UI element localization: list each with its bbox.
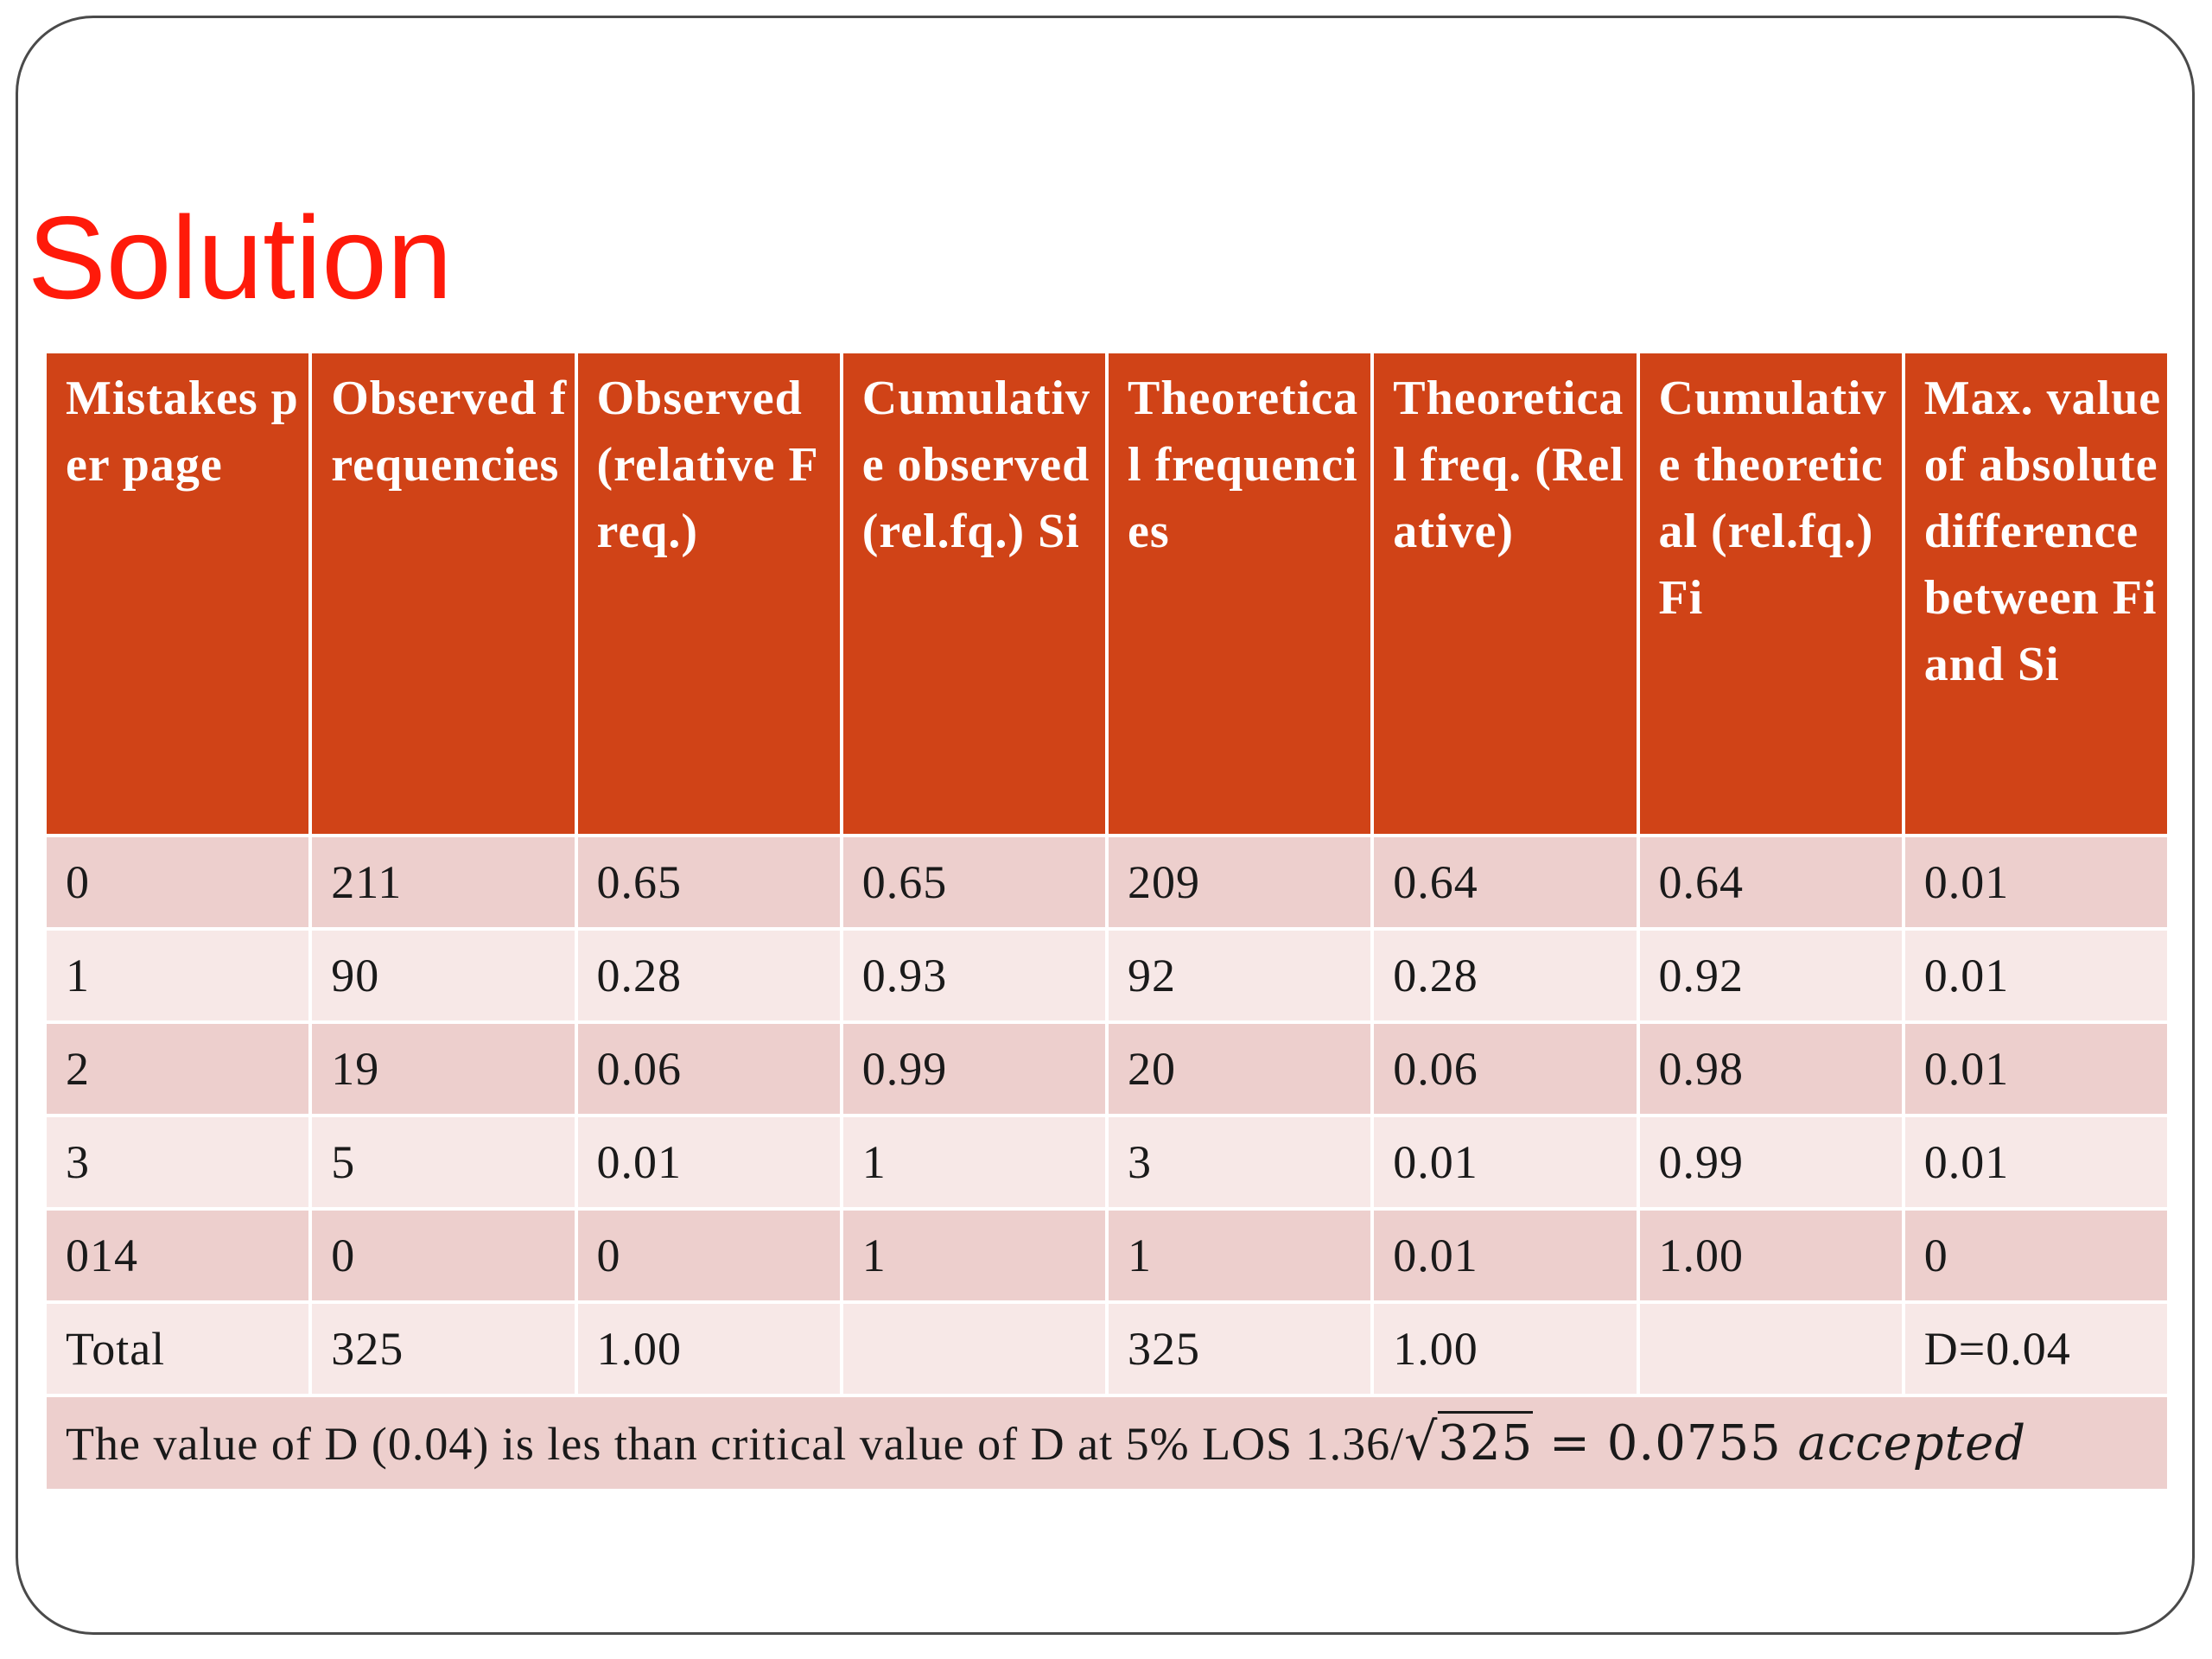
table-cell: 5: [308, 1114, 578, 1211]
radicand: 325: [1438, 1411, 1534, 1471]
table-cell: 0.06: [574, 1020, 843, 1117]
header-row: Mistakes per page Observed frequencies O…: [42, 350, 2171, 837]
solution-table: Mistakes per page Observed frequencies O…: [42, 350, 2171, 1492]
table-row-total: Total 325 1.00 325 1.00 D=0.04: [42, 1300, 2171, 1397]
table-row: 0 211 0.65 0.65 209 0.64 0.64 0.01: [42, 834, 2171, 931]
table-cell: 0.01: [1901, 1020, 2171, 1117]
header-cumulative-theoretical: Cumulative theoretical (rel.fq.) Fi: [1636, 350, 1905, 837]
table-cell: 0.01: [1901, 1114, 2171, 1211]
table-cell: 0: [42, 834, 313, 931]
table-cell: Total: [42, 1300, 313, 1397]
table-cell: 3: [1104, 1114, 1375, 1211]
table-cell: 0.64: [1370, 834, 1640, 931]
header-theoretical-relative: Theoretical freq. (Relative): [1370, 350, 1640, 837]
conclusion-note: The value of D (0.04) is les than critic…: [43, 1394, 2171, 1492]
table-cell: 0.01: [1370, 1114, 1640, 1211]
header-mistakes-per-page: Mistakes per page: [42, 350, 313, 837]
equals-result: = 0.0755: [1533, 1415, 1798, 1471]
table-cell: 0.92: [1636, 927, 1905, 1024]
table-cell: 92: [1104, 927, 1375, 1024]
table-cell: 014: [42, 1207, 313, 1304]
table-cell: 0.06: [1370, 1020, 1640, 1117]
table-row: 1 90 0.28 0.93 92 0.28 0.92 0.01: [42, 927, 2171, 1024]
slide-title: Solution: [28, 192, 453, 323]
table-cell: 0.99: [1636, 1114, 1905, 1211]
table-cell: 1.00: [1636, 1207, 1905, 1304]
table-cell: 0.93: [839, 927, 1109, 1024]
table-cell: 0: [574, 1207, 843, 1304]
table-cell: 209: [1104, 834, 1375, 931]
table-cell: 1: [42, 927, 313, 1024]
table-cell: 325: [308, 1300, 578, 1397]
table-row: 014 0 0 1 1 0.01 1.00 0: [42, 1207, 2171, 1304]
table-row: 2 19 0.06 0.99 20 0.06 0.98 0.01: [42, 1020, 2171, 1117]
header-observed-frequencies: Observed frequencies: [308, 350, 578, 837]
table-cell: 0.99: [839, 1020, 1109, 1117]
table-cell: 0.01: [1901, 927, 2171, 1024]
square-root-sign: √: [1404, 1412, 1439, 1472]
table-cell: 1: [1104, 1207, 1375, 1304]
table-cell: 19: [308, 1020, 578, 1117]
table-cell: 211: [308, 834, 578, 931]
table-row: 3 5 0.01 1 3 0.01 0.99 0.01: [42, 1114, 2171, 1211]
table-cell: 1.00: [1370, 1300, 1640, 1397]
header-observed-relative: Observed (relative Freq.): [574, 350, 843, 837]
table-cell: 0.65: [574, 834, 843, 931]
verdict-text: accepted: [1797, 1415, 2027, 1471]
header-theoretical-frequencies: Theoretical frequencies: [1104, 350, 1375, 837]
table-cell: 2: [42, 1020, 313, 1117]
table-cell: 0: [1901, 1207, 2171, 1304]
table-cell: 90: [308, 927, 578, 1024]
table-cell: 0.64: [1636, 834, 1905, 931]
table-cell: 20: [1104, 1020, 1375, 1117]
table-cell: [1636, 1300, 1905, 1397]
table-cell: 1: [839, 1114, 1109, 1211]
table-cell: 0: [308, 1207, 578, 1304]
table-cell: 0.28: [1370, 927, 1640, 1024]
table-cell: 0.01: [574, 1114, 843, 1211]
table-cell: 0.01: [1901, 834, 2171, 931]
table-cell: 0.28: [574, 927, 843, 1024]
table-cell: 3: [42, 1114, 313, 1211]
header-max-difference: Max. value of absolute difference betwee…: [1901, 350, 2171, 837]
footnote-row: The value of D (0.04) is les than critic…: [43, 1394, 2171, 1492]
conclusion-text: The value of D (0.04) is les than critic…: [66, 1418, 1405, 1470]
table-cell: [839, 1300, 1109, 1397]
table-cell: 325: [1104, 1300, 1375, 1397]
table-cell: 0.01: [1370, 1207, 1640, 1304]
table-cell: 0.98: [1636, 1020, 1905, 1117]
table-cell: 1.00: [574, 1300, 843, 1397]
table-cell: D=0.04: [1901, 1300, 2171, 1397]
table-cell: 0.65: [839, 834, 1109, 931]
table-cell: 1: [839, 1207, 1109, 1304]
header-cumulative-observed: Cumulative observed (rel.fq.) Si: [839, 350, 1109, 837]
